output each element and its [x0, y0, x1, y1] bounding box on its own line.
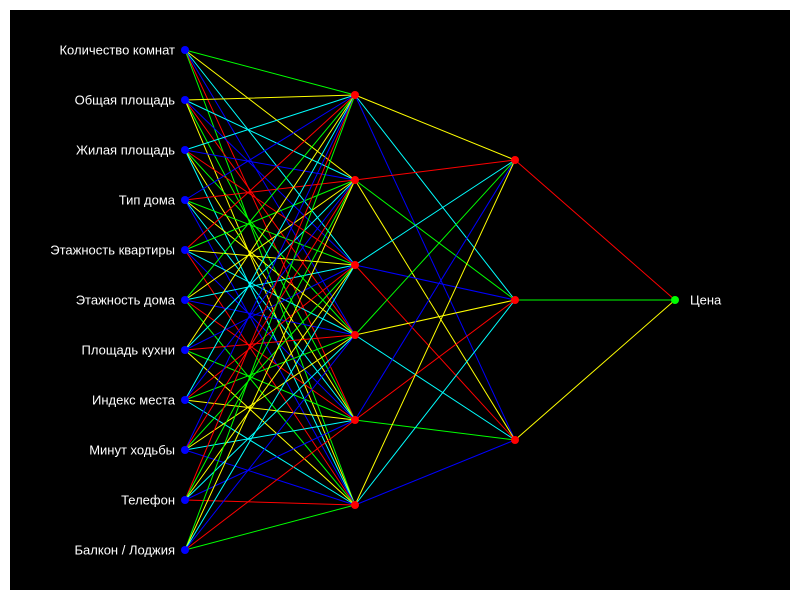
input-label-4: Этажность квартиры [50, 243, 175, 258]
input-label-3: Тип дома [119, 193, 175, 208]
hidden2-node-0 [511, 156, 519, 164]
input-node-6 [181, 346, 189, 354]
input-node-8 [181, 446, 189, 454]
hidden2-node-1 [511, 296, 519, 304]
input-label-9: Телефон [121, 493, 175, 508]
hidden1-node-3 [351, 331, 359, 339]
hidden2-node-2 [511, 436, 519, 444]
hidden1-node-1 [351, 176, 359, 184]
input-node-2 [181, 146, 189, 154]
input-label-10: Балкон / Лоджия [75, 543, 175, 558]
output-node-0 [671, 296, 679, 304]
input-label-2: Жилая площадь [76, 143, 175, 158]
neural-net-diagram: Количество комнат Общая площадь Жилая площ… [10, 10, 790, 590]
input-label-0: Количество комнат [59, 43, 175, 58]
hidden1-node-5 [351, 501, 359, 509]
input-label-7: Индекс места [92, 393, 175, 408]
input-label-5: Этажность дома [76, 293, 175, 308]
hidden1-node-2 [351, 261, 359, 269]
input-node-4 [181, 246, 189, 254]
input-label-1: Общая площадь [75, 93, 175, 108]
input-node-9 [181, 496, 189, 504]
input-label-6: Площадь кухни [82, 343, 175, 358]
output-label-0: Цена [690, 293, 721, 308]
input-node-5 [181, 296, 189, 304]
input-node-10 [181, 546, 189, 554]
hidden1-node-4 [351, 416, 359, 424]
input-node-3 [181, 196, 189, 204]
input-node-0 [181, 46, 189, 54]
hidden1-node-0 [351, 91, 359, 99]
input-node-7 [181, 396, 189, 404]
input-node-1 [181, 96, 189, 104]
input-label-8: Минут ходьбы [89, 443, 175, 458]
